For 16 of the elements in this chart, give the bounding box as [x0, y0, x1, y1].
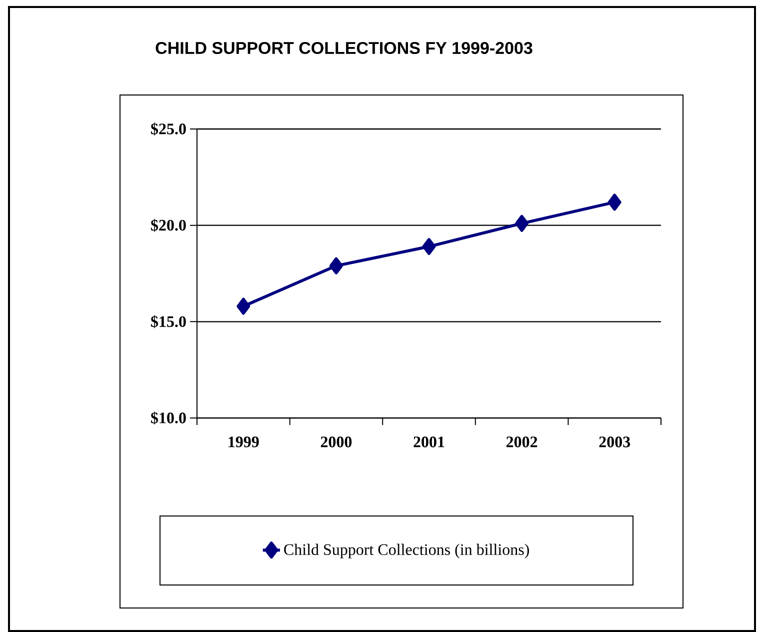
- x-tick-label: 1999: [228, 436, 259, 448]
- x-tick-label: 2003: [599, 436, 630, 448]
- y-tick-label: $25.0: [151, 122, 186, 136]
- legend-label: Child Support Collections (in billions): [284, 544, 529, 558]
- x-tick-label: 2000: [320, 436, 352, 448]
- point: [329, 257, 343, 274]
- point: [515, 214, 529, 232]
- y-tick-label: $15.0: [151, 315, 186, 328]
- x-tick-label: 2002: [506, 436, 538, 448]
- y-tick-label: $20.0: [151, 218, 186, 232]
- x-tick-label: 2001: [414, 436, 444, 448]
- point: [422, 238, 436, 256]
- point: [608, 194, 622, 211]
- point: [236, 298, 250, 315]
- chart-title: CHILD SUPPORT COLLECTIONS FY 1999-2003: [156, 42, 532, 54]
- y-tick-label: $10.0: [151, 412, 186, 424]
